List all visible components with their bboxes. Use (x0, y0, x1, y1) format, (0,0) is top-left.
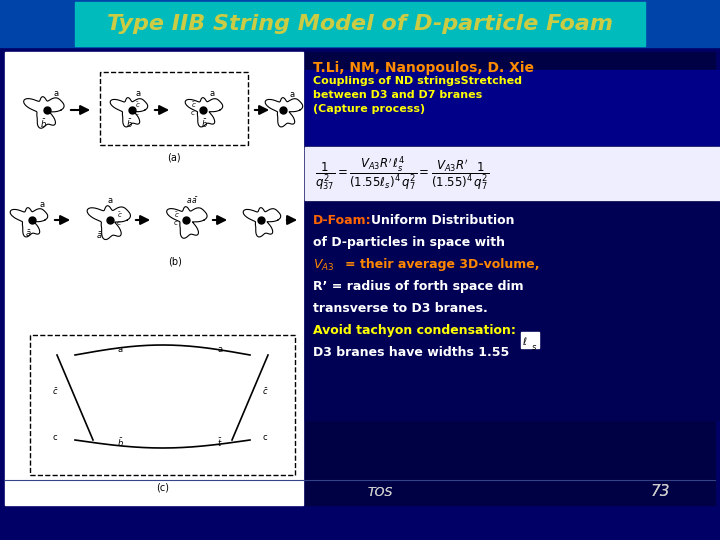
Text: = their average 3D-volume,: = their average 3D-volume, (345, 258, 539, 271)
Text: c: c (135, 110, 139, 116)
Bar (305, 202, 720, 420)
Text: c: c (191, 110, 195, 116)
Bar (5, 52, 303, 505)
Text: $a\,\bar{a}$: $a\,\bar{a}$ (186, 195, 198, 206)
Text: R’ = radius of forth space dim: R’ = radius of forth space dim (313, 280, 523, 293)
Text: Type IIB String Model of D-particle Foam: Type IIB String Model of D-particle Foam (107, 14, 613, 34)
Bar (305, 52, 715, 505)
Bar (305, 147, 720, 200)
Text: TOS: TOS (367, 485, 392, 498)
Text: c: c (263, 433, 267, 442)
Text: a: a (39, 200, 44, 209)
Text: $\bar{c}$: $\bar{c}$ (261, 386, 269, 397)
Text: $\bar{c}$: $\bar{c}$ (174, 211, 180, 220)
Text: a: a (217, 345, 222, 354)
Bar (0, 0, 720, 47)
Text: D-Foam:: D-Foam: (313, 214, 372, 227)
Text: 73: 73 (650, 484, 670, 500)
Text: $s$: $s$ (531, 342, 537, 352)
Text: c: c (53, 433, 58, 442)
Text: T.Li, NM, Nanopoulos, D. Xie: T.Li, NM, Nanopoulos, D. Xie (313, 61, 534, 75)
Text: a: a (210, 89, 215, 98)
Bar (100, 72, 248, 145)
Text: Uniform Distribution: Uniform Distribution (371, 214, 515, 227)
Text: $\ell$: $\ell$ (522, 335, 528, 347)
Text: 73: 73 (650, 484, 670, 500)
Text: c: c (117, 220, 121, 226)
Text: D3 branes have widths 1.55: D3 branes have widths 1.55 (313, 346, 509, 359)
Text: Avoid tachyon condensation:: Avoid tachyon condensation: (313, 324, 516, 337)
Text: (b): (b) (168, 257, 182, 267)
Bar (30, 335, 295, 475)
Text: of D-particles in space with: of D-particles in space with (313, 236, 505, 249)
Text: TOS: TOS (367, 485, 392, 498)
Text: $\bar{b}$: $\bar{b}$ (40, 117, 47, 130)
Text: transverse to D3 branes.: transverse to D3 branes. (313, 302, 487, 315)
Bar (75, 2, 645, 46)
Text: $\bar{b}$: $\bar{b}$ (201, 117, 208, 130)
Text: c: c (174, 220, 178, 226)
Text: $\bar{c}$: $\bar{c}$ (191, 100, 197, 110)
Text: $V_{A3}$: $V_{A3}$ (313, 258, 334, 273)
Text: a: a (54, 89, 59, 98)
Text: a: a (290, 90, 295, 99)
Text: a: a (117, 345, 122, 354)
Text: (a): (a) (167, 153, 181, 163)
Bar (521, 332, 539, 348)
Text: $\dfrac{1}{q^{2}_{37}} = \dfrac{V_{A3}R'\, \ell^{4}_{s}}{(1.55\ell_{s})^{4}\, q^: $\dfrac{1}{q^{2}_{37}} = \dfrac{V_{A3}R'… (315, 154, 490, 193)
Text: a: a (108, 196, 113, 205)
Text: Couplings of ND stringsStretched
between D3 and D7 branes
(Capture process): Couplings of ND stringsStretched between… (313, 76, 522, 114)
Text: $\bar{b}$: $\bar{b}$ (126, 117, 133, 130)
Text: $\bar{c}$: $\bar{c}$ (117, 211, 122, 220)
Text: $\bar{a}$: $\bar{a}$ (96, 230, 103, 241)
Text: (c): (c) (156, 483, 169, 493)
Text: $\bar{c}$: $\bar{c}$ (135, 100, 140, 110)
Text: $\bar{b}$: $\bar{b}$ (117, 436, 123, 449)
Text: a: a (135, 89, 140, 98)
Text: $\bar{c}$: $\bar{c}$ (52, 386, 58, 397)
Text: $\bar{t}$: $\bar{t}$ (217, 436, 222, 449)
Text: $\bar{a}$: $\bar{a}$ (25, 228, 32, 239)
Bar (305, 70, 720, 145)
